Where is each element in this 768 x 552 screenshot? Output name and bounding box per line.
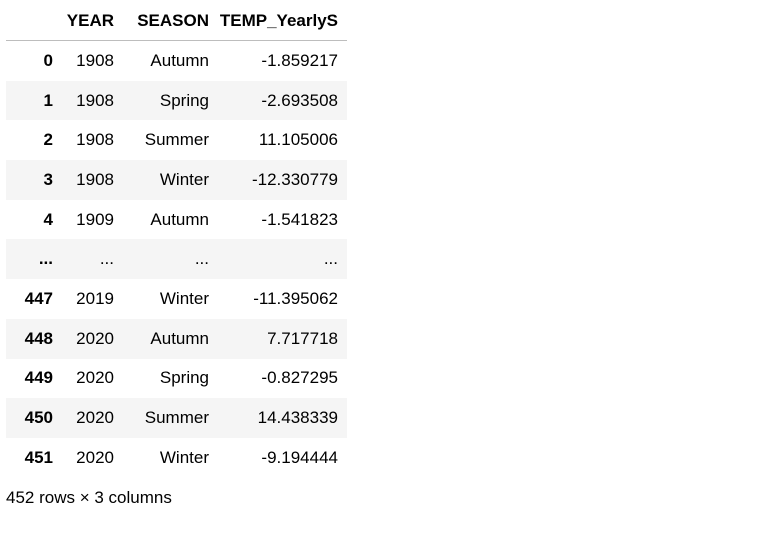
- season-cell: Summer: [144, 408, 209, 428]
- table-row: 451 2020 Winter -9.194444: [6, 437, 347, 478]
- row-index: 3: [43, 169, 53, 189]
- table-row: 2 1908 Summer 11.105006: [6, 120, 347, 161]
- year-cell: 1908: [76, 50, 114, 70]
- temp-cell: -11.395062: [253, 288, 338, 308]
- row-index: 2: [43, 130, 53, 150]
- temp-cell: 7.717718: [267, 328, 338, 348]
- season-cell: Summer: [144, 130, 209, 150]
- table-row: 1 1908 Spring -2.693508: [6, 80, 347, 121]
- season-column-header: SEASON: [123, 2, 218, 41]
- year-cell: 2020: [76, 328, 114, 348]
- season-cell: Winter: [159, 288, 209, 308]
- year-cell: 1908: [76, 90, 114, 110]
- table-row: 449 2020 Spring -0.827295: [6, 358, 347, 399]
- year-cell: 1909: [76, 209, 114, 229]
- dataframe-table: YEAR SEASON TEMP_YearlyS 0 1908 Autumn -…: [6, 2, 347, 478]
- row-index: 449: [24, 368, 53, 388]
- year-cell: 2020: [76, 447, 114, 467]
- season-cell: Winter: [159, 169, 209, 189]
- year-cell: 2020: [76, 408, 114, 428]
- season-cell: Spring: [159, 368, 209, 388]
- temp-cell: -9.194444: [261, 447, 338, 467]
- row-index: 447: [24, 288, 53, 308]
- year-cell: 2020: [76, 368, 114, 388]
- year-column-header: YEAR: [62, 2, 123, 41]
- table-row: 4 1909 Autumn -1.541823: [6, 199, 347, 240]
- row-index: 0: [43, 50, 53, 70]
- row-index: ...: [38, 249, 53, 269]
- season-cell: Winter: [159, 447, 209, 467]
- temp-cell: 14.438339: [257, 408, 338, 428]
- temp-column-header: TEMP_YearlyS: [218, 2, 347, 41]
- row-index: 4: [43, 209, 53, 229]
- year-cell: 1908: [76, 169, 114, 189]
- season-cell: Autumn: [150, 50, 209, 70]
- temp-cell: -1.541823: [261, 209, 338, 229]
- season-cell: Autumn: [150, 209, 209, 229]
- year-cell: 1908: [76, 130, 114, 150]
- table-row: 448 2020 Autumn 7.717718: [6, 318, 347, 359]
- year-cell: ...: [99, 249, 114, 269]
- year-cell: 2019: [76, 288, 114, 308]
- row-index: 451: [24, 447, 53, 467]
- table-row: 0 1908 Autumn -1.859217: [6, 40, 347, 81]
- index-header: [6, 2, 62, 41]
- ellipsis-row: ... ... ... ...: [6, 239, 347, 280]
- table-header: YEAR SEASON TEMP_YearlyS: [6, 2, 347, 41]
- temp-cell: -1.859217: [261, 50, 338, 70]
- dataframe-shape-text: 452 rows × 3 columns: [6, 487, 172, 507]
- table-row: 447 2019 Winter -11.395062: [6, 279, 347, 319]
- row-index: 450: [24, 408, 53, 428]
- temp-cell: ...: [323, 249, 338, 269]
- row-index: 448: [24, 328, 53, 348]
- table-row: 450 2020 Summer 14.438339: [6, 398, 347, 438]
- header-row: YEAR SEASON TEMP_YearlyS: [6, 2, 347, 41]
- temp-cell: -12.330779: [251, 169, 338, 189]
- season-cell: ...: [194, 249, 209, 269]
- season-cell: Spring: [159, 90, 209, 110]
- temp-cell: -2.693508: [261, 90, 338, 110]
- table-row: 3 1908 Winter -12.330779: [6, 160, 347, 200]
- temp-cell: 11.105006: [258, 130, 338, 150]
- table-body: 0 1908 Autumn -1.859217 1 1908 Spring -2…: [6, 40, 347, 478]
- notebook-output-area: YEAR SEASON TEMP_YearlyS 0 1908 Autumn -…: [6, 2, 347, 508]
- temp-cell: -0.827295: [261, 368, 338, 388]
- season-cell: Autumn: [150, 328, 209, 348]
- row-index: 1: [43, 90, 53, 110]
